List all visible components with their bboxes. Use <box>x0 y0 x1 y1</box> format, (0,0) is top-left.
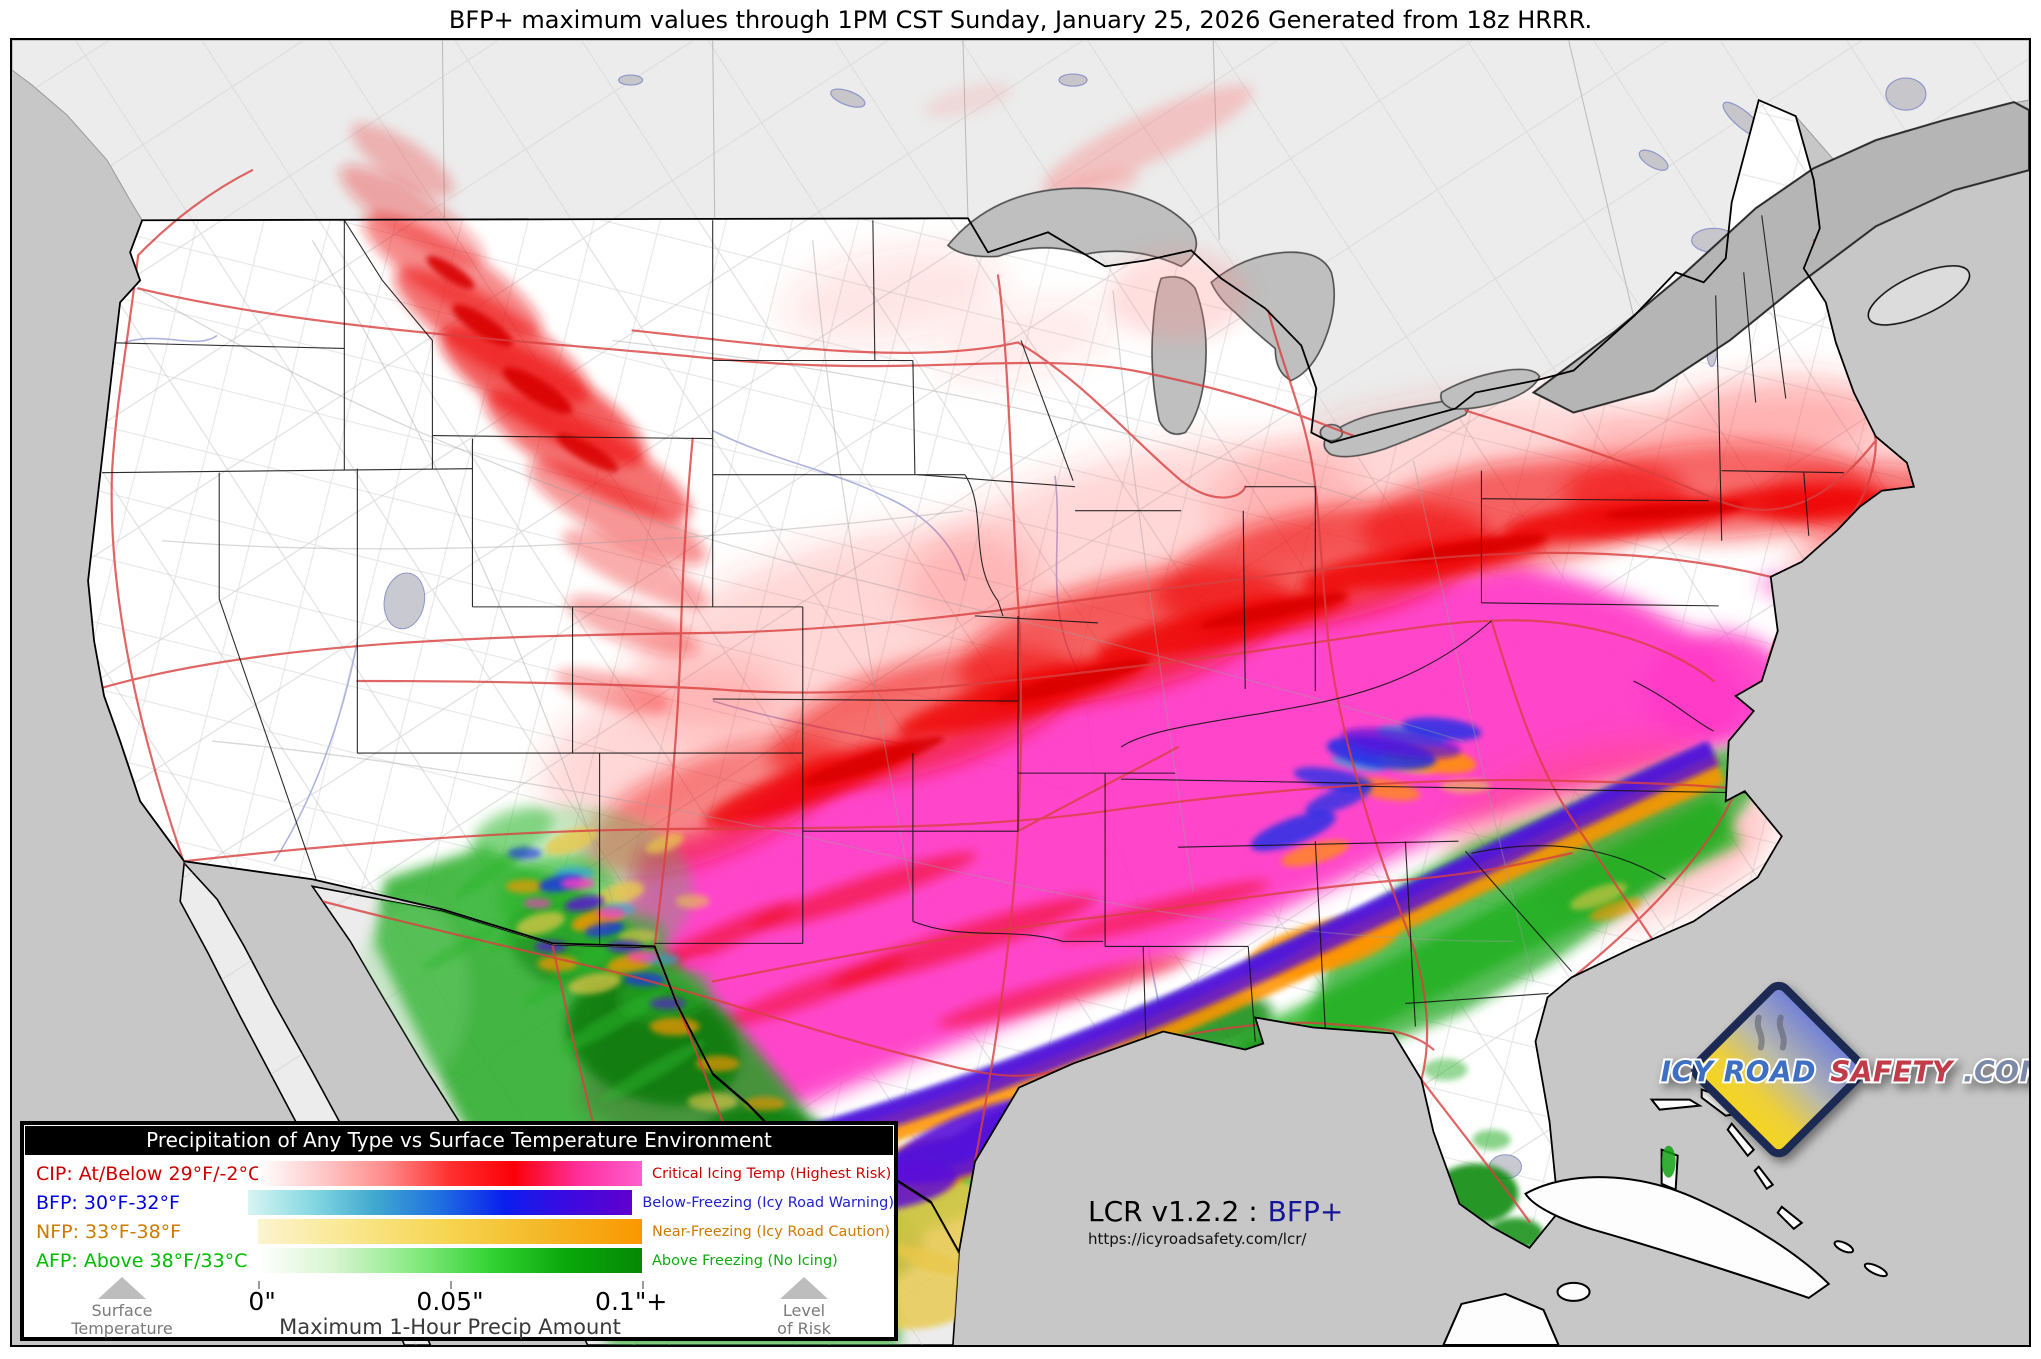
tick-0: 0" <box>248 1287 276 1316</box>
islands <box>1442 1088 1888 1345</box>
st-lawrence <box>1531 101 2029 414</box>
icy-road-safety-logo: ICY ROAD SAFETY .COM <box>1659 981 2029 1158</box>
product-mode-label: BFP+ <box>1267 1195 1344 1228</box>
legend-row-nfp: NFP: 33°F-38°F Near-Freezing (Icy Road C… <box>24 1217 894 1246</box>
afp-label: AFP: Above 38°F/33°C <box>36 1249 248 1272</box>
legend-row-afp: AFP: Above 38°F/33°C Above Freezing (No … <box>24 1246 894 1275</box>
bfp-label: BFP: 30°F-32°F <box>36 1191 180 1214</box>
logo-text-com: .COM <box>1963 1056 2029 1089</box>
legend-row-cip: CIP: At/Below 29°F/-2°C Critical Icing T… <box>24 1159 894 1188</box>
weather-map-frame: ICY ROAD SAFETY .COM LCR v1.2.2 : BFP+ ht… <box>10 38 2031 1347</box>
afp-gradient-bar <box>258 1248 642 1273</box>
svg-text:ICY ROAD SAFETY .C: ICY ROAD SAFETY .COM <box>1661 1056 2029 1089</box>
attribution-url: https://icyroadsafety.com/lcr/ <box>1088 1230 1307 1248</box>
surface-temperature-caption: Surface Temperature <box>42 1277 202 1338</box>
tick-005: 0.05" <box>416 1287 484 1316</box>
cip-risk-label: Critical Icing Temp (Highest Risk) <box>652 1165 892 1182</box>
bfp-risk-label: Below-Freezing (Icy Road Warning) <box>642 1194 894 1211</box>
app-version-label: LCR v1.2.2 : <box>1088 1195 1258 1228</box>
logo-text-icy-road: ICY ROAD <box>1661 1056 1816 1089</box>
legend-panel: Precipitation of Any Type vs Surface Tem… <box>20 1121 898 1341</box>
cip-gradient-bar <box>258 1161 642 1186</box>
nfp-gradient-bar <box>258 1219 642 1244</box>
precip-axis-title: Maximum 1-Hour Precip Amount <box>279 1315 621 1339</box>
legend-title: Precipitation of Any Type vs Surface Tem… <box>25 1126 893 1155</box>
legend-row-bfp: BFP: 30°F-32°F Below-Freezing (Icy Road … <box>24 1188 894 1217</box>
attribution: LCR v1.2.2 : BFP+ https://icyroadsafety.c… <box>1088 1195 1343 1248</box>
page-title: BFP+ maximum values through 1PM CST Sund… <box>448 6 1593 34</box>
afp-risk-label: Above Freezing (No Icing) <box>652 1252 838 1269</box>
precip-axis-labels: 0" 0.05" 0.1"+ <box>248 1287 667 1317</box>
surface-temperature-arrow-icon <box>98 1277 146 1299</box>
nfp-risk-label: Near-Freezing (Icy Road Caution) <box>652 1223 891 1240</box>
tick-01plus: 0.1"+ <box>595 1287 668 1316</box>
cip-label: CIP: At/Below 29°F/-2°C <box>36 1162 262 1185</box>
precip-axis-ticks <box>258 1281 644 1289</box>
bfp-gradient-bar <box>248 1190 633 1215</box>
level-of-risk-arrow-icon <box>780 1277 828 1299</box>
state-borders <box>100 215 1844 1044</box>
logo-text-safety: SAFETY <box>1830 1056 1955 1089</box>
skid-marks-icon <box>1754 1014 1787 1051</box>
level-of-risk-caption: Level of Risk <box>724 1277 884 1338</box>
nfp-label: NFP: 33°F-38°F <box>36 1220 182 1243</box>
